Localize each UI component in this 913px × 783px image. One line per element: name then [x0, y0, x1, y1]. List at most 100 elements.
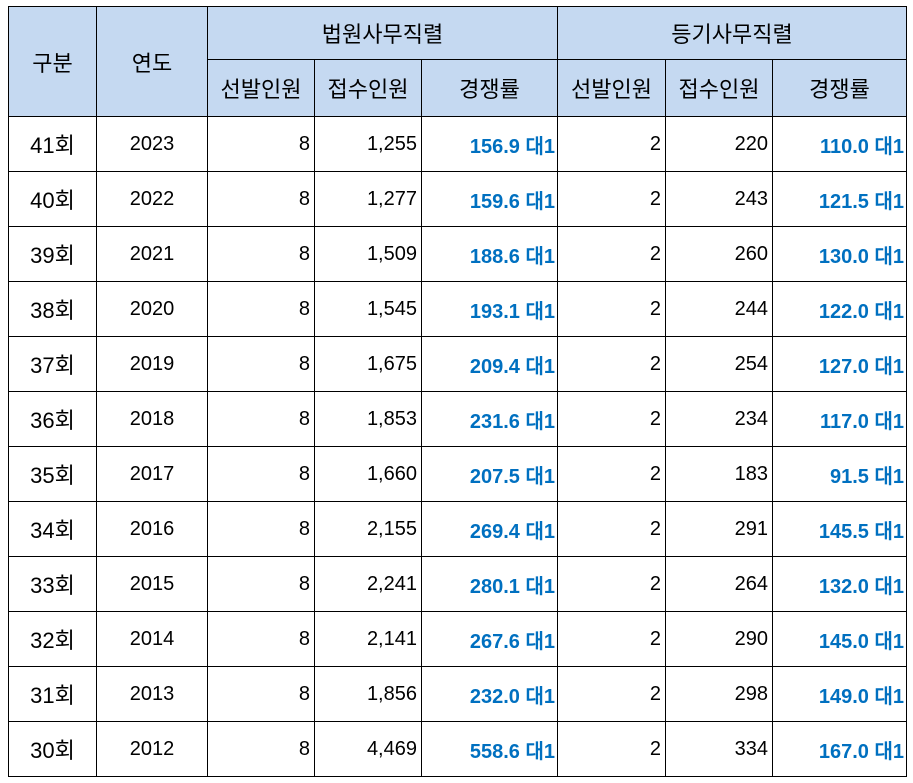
row-session: 40회: [8, 171, 97, 227]
row-court-ratio: 207.5 대1: [421, 446, 558, 502]
row-year: 2020: [96, 281, 208, 337]
row-registry-selected: 2: [557, 666, 666, 722]
header-registry-selected: 선발인원: [557, 59, 666, 117]
row-registry-ratio: 117.0 대1: [772, 391, 907, 447]
row-session: 35회: [8, 446, 97, 502]
row-court-ratio: 193.1 대1: [421, 281, 558, 337]
row-session: 36회: [8, 391, 97, 447]
row-session: 31회: [8, 666, 97, 722]
row-registry-applicants: 244: [665, 281, 773, 337]
row-court-ratio: 159.6 대1: [421, 171, 558, 227]
table-row: 32회 2014 8 2,141 267.6 대1 2 290 145.0 대1: [8, 611, 907, 667]
table-container: 구분 연도 법원사무직렬 등기사무직렬 선발인원 접수인원 경쟁률 선발인원 접…: [8, 6, 907, 777]
row-court-selected: 8: [207, 226, 315, 282]
row-court-selected: 8: [207, 501, 315, 557]
row-registry-ratio: 127.0 대1: [772, 336, 907, 392]
row-registry-selected: 2: [557, 446, 666, 502]
row-court-ratio: 188.6 대1: [421, 226, 558, 282]
row-registry-ratio: 167.0 대1: [772, 721, 907, 777]
row-registry-selected: 2: [557, 391, 666, 447]
row-court-applicants: 1,675: [314, 336, 422, 392]
row-court-selected: 8: [207, 611, 315, 667]
table-body: 41회 2023 8 1,255 156.9 대1 2 220 110.0 대1 40회 2022…: [8, 116, 907, 777]
row-registry-ratio: 110.0 대1: [772, 116, 907, 172]
row-registry-applicants: 183: [665, 446, 773, 502]
row-registry-selected: 2: [557, 611, 666, 667]
row-court-ratio: 231.6 대1: [421, 391, 558, 447]
header-group-registry: 등기사무직렬: [557, 6, 907, 60]
table-row: 33회 2015 8 2,241 280.1 대1 2 264 132.0 대1: [8, 556, 907, 612]
row-court-applicants: 1,277: [314, 171, 422, 227]
row-court-selected: 8: [207, 666, 315, 722]
row-registry-ratio: 145.5 대1: [772, 501, 907, 557]
row-year: 2012: [96, 721, 208, 777]
row-registry-selected: 2: [557, 501, 666, 557]
table-row: 41회 2023 8 1,255 156.9 대1 2 220 110.0 대1: [8, 116, 907, 172]
row-year: 2015: [96, 556, 208, 612]
table-row: 40회 2022 8 1,277 159.6 대1 2 243 121.5 대1: [8, 171, 907, 227]
row-registry-applicants: 260: [665, 226, 773, 282]
row-registry-applicants: 234: [665, 391, 773, 447]
row-court-selected: 8: [207, 391, 315, 447]
table-row: 36회 2018 8 1,853 231.6 대1 2 234 117.0 대1: [8, 391, 907, 447]
row-court-selected: 8: [207, 116, 315, 172]
row-court-applicants: 1,853: [314, 391, 422, 447]
row-registry-applicants: 220: [665, 116, 773, 172]
row-session: 38회: [8, 281, 97, 337]
row-year: 2014: [96, 611, 208, 667]
row-year: 2018: [96, 391, 208, 447]
row-session: 41회: [8, 116, 97, 172]
row-court-applicants: 1,545: [314, 281, 422, 337]
row-registry-applicants: 291: [665, 501, 773, 557]
row-court-applicants: 2,241: [314, 556, 422, 612]
row-court-applicants: 1,856: [314, 666, 422, 722]
row-registry-applicants: 334: [665, 721, 773, 777]
row-registry-selected: 2: [557, 281, 666, 337]
row-session: 33회: [8, 556, 97, 612]
row-registry-applicants: 290: [665, 611, 773, 667]
table-row: 35회 2017 8 1,660 207.5 대1 2 183 91.5 대1: [8, 446, 907, 502]
row-court-ratio: 209.4 대1: [421, 336, 558, 392]
row-session: 39회: [8, 226, 97, 282]
table-row: 31회 2013 8 1,856 232.0 대1 2 298 149.0 대1: [8, 666, 907, 722]
row-year: 2019: [96, 336, 208, 392]
row-year: 2016: [96, 501, 208, 557]
row-registry-selected: 2: [557, 336, 666, 392]
row-registry-selected: 2: [557, 556, 666, 612]
row-registry-applicants: 243: [665, 171, 773, 227]
row-court-applicants: 2,141: [314, 611, 422, 667]
header-court-selected: 선발인원: [207, 59, 315, 117]
row-court-ratio: 558.6 대1: [421, 721, 558, 777]
row-session: 32회: [8, 611, 97, 667]
row-court-ratio: 280.1 대1: [421, 556, 558, 612]
row-registry-selected: 2: [557, 226, 666, 282]
row-registry-applicants: 298: [665, 666, 773, 722]
row-registry-ratio: 91.5 대1: [772, 446, 907, 502]
table-row: 39회 2021 8 1,509 188.6 대1 2 260 130.0 대1: [8, 226, 907, 282]
header-registry-applicants: 접수인원: [665, 59, 773, 117]
table-row: 37회 2019 8 1,675 209.4 대1 2 254 127.0 대1: [8, 336, 907, 392]
header-category: 구분: [8, 6, 97, 117]
header-court-ratio: 경쟁률: [421, 59, 558, 117]
row-court-selected: 8: [207, 446, 315, 502]
row-registry-selected: 2: [557, 171, 666, 227]
header-year: 연도: [96, 6, 208, 117]
row-court-applicants: 2,155: [314, 501, 422, 557]
row-court-ratio: 267.6 대1: [421, 611, 558, 667]
row-session: 34회: [8, 501, 97, 557]
row-court-applicants: 1,660: [314, 446, 422, 502]
header-group-court: 법원사무직렬: [207, 6, 558, 60]
table-header: 구분 연도 법원사무직렬 등기사무직렬 선발인원 접수인원 경쟁률 선발인원 접…: [8, 6, 907, 117]
row-court-ratio: 232.0 대1: [421, 666, 558, 722]
row-registry-ratio: 121.5 대1: [772, 171, 907, 227]
row-court-selected: 8: [207, 556, 315, 612]
row-court-applicants: 1,255: [314, 116, 422, 172]
row-registry-ratio: 149.0 대1: [772, 666, 907, 722]
row-session: 30회: [8, 721, 97, 777]
row-court-selected: 8: [207, 721, 315, 777]
row-court-selected: 8: [207, 336, 315, 392]
row-registry-applicants: 264: [665, 556, 773, 612]
table-row: 30회 2012 8 4,469 558.6 대1 2 334 167.0 대1: [8, 721, 907, 777]
row-registry-ratio: 145.0 대1: [772, 611, 907, 667]
competition-ratio-table: 구분 연도 법원사무직렬 등기사무직렬 선발인원 접수인원 경쟁률 선발인원 접…: [8, 6, 907, 777]
